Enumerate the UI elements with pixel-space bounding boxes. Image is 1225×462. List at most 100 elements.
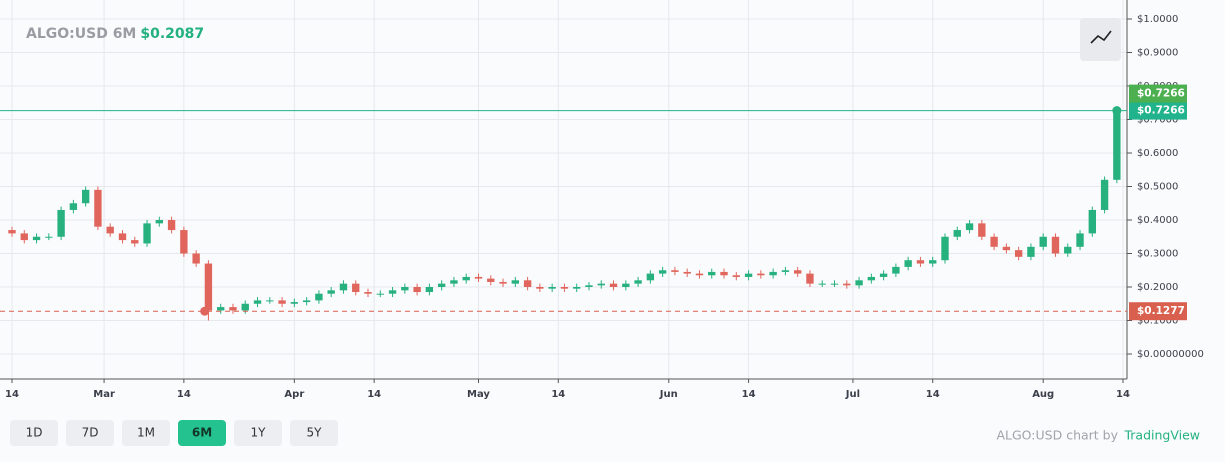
candle-body [757,273,765,276]
range-button[interactable]: 6M [178,420,226,446]
candle-body [658,270,667,274]
candle-body [879,273,888,277]
range-button-label[interactable]: 1Y [251,426,267,440]
candle-body [867,276,876,281]
last-price-tag [1129,84,1187,103]
range-button[interactable]: 5Y [290,420,338,446]
candle-body [806,273,814,284]
candle-body [916,260,925,264]
candle-body [585,285,593,287]
candle-body [1051,236,1060,254]
x-tick-label: Mar [93,389,115,400]
candle-body [548,287,556,289]
candle-body [1100,179,1109,210]
candle-body [609,283,618,287]
y-tick-label: $0.00000000 [1137,349,1204,360]
candle-body [143,223,151,244]
y-tick-label: $1.0000 [1137,14,1178,25]
candle-body [793,270,802,274]
candle-body [192,253,200,264]
range-button-label[interactable]: 5Y [307,426,323,440]
candle-body [229,307,237,311]
candle-body [437,283,446,287]
range-button[interactable]: 1D [10,420,58,446]
latest-marker [1112,106,1122,116]
candle-body [1113,110,1121,180]
candle-body [217,307,225,311]
candle-body [290,302,299,304]
x-tick-label: 14 [551,389,565,400]
candle-body [953,230,961,237]
range-button-label[interactable]: 1M [137,426,155,440]
range-button-bg[interactable] [10,420,58,446]
candle-body [487,278,495,282]
candle-body [474,276,483,279]
candle-body [683,271,691,274]
y-tick-label: $0.1000 [1137,316,1178,327]
range-button-bg[interactable] [66,420,114,446]
range-button-label[interactable]: 6M [192,426,212,440]
range-button[interactable]: 1Y [234,420,282,446]
candle-body [131,240,139,244]
range-button-label[interactable]: 7D [82,426,99,440]
chart-type-button[interactable] [1080,18,1121,61]
y-tick-label: $0.9000 [1137,48,1178,59]
candle-body [855,280,863,286]
range-button-bg[interactable] [290,420,338,446]
range-button[interactable]: 7D [66,420,114,446]
current-price: $0.2087 [140,26,204,42]
candle-body [241,303,249,311]
candle-body [315,293,323,301]
candle-body [965,223,974,231]
candle-body [69,203,78,210]
footer-text: ALGO:USD chart by [996,428,1118,443]
candle-body [634,280,642,284]
button-bg[interactable] [1080,18,1121,61]
x-tick-label: 14 [926,389,940,400]
candle-body [1076,233,1084,247]
x-tick-label: Jul [845,389,860,400]
range-button-bg[interactable] [122,420,170,446]
candle-body [536,287,544,289]
candle-body [425,287,434,293]
candle-body [929,260,937,264]
candle-body [499,281,507,284]
candle-body [904,260,912,267]
x-tick-label: 14 [742,389,756,400]
candle-body [732,275,740,277]
x-tick-label: 14 [1116,389,1130,400]
candle-body [462,276,470,281]
range-button[interactable]: 1M [122,420,170,446]
price-tag [1129,302,1187,321]
candle-body [45,236,53,238]
candle-body [1027,246,1035,257]
range-button-bg[interactable] [234,420,282,446]
price-tag [1129,101,1187,120]
candle-body [560,287,569,289]
range-button-bg[interactable] [178,420,226,446]
footer-link[interactable]: TradingView [1123,428,1200,443]
range-button-label[interactable]: 1D [26,426,43,440]
candle-body [376,293,384,295]
symbol-title: ALGO:USD 6M [26,26,136,42]
x-tick-label: 14 [367,389,381,400]
candle-body [892,266,900,274]
candle-body [339,283,348,291]
candle-body [20,233,28,241]
candle-body [781,270,790,272]
price-tag-label: $0.1277 [1137,305,1185,317]
x-tick-label: 14 [5,389,19,400]
candle-body [413,287,421,293]
y-tick-label: $0.4000 [1137,215,1178,226]
price-tag-label: $0.7266 [1137,105,1185,117]
y-tick-label: $0.5000 [1137,182,1178,193]
candle-body [81,189,90,204]
candle-body [8,230,16,234]
candle-body [978,223,986,237]
candle-body [155,220,163,224]
candle-body [180,230,188,254]
candle-body [32,236,41,241]
